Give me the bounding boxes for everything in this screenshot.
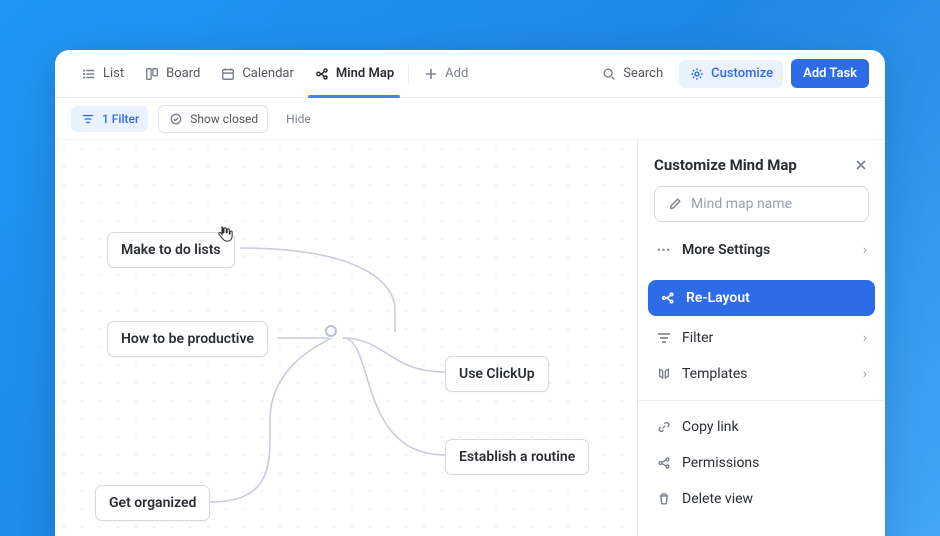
tab-board[interactable]: Board	[134, 50, 210, 97]
chevron-right-icon: ›	[863, 366, 867, 382]
templates-icon	[656, 366, 672, 382]
panel-header: Customize Mind Map	[638, 140, 885, 186]
trash-icon	[656, 491, 672, 507]
pencil-icon	[667, 196, 683, 212]
mindmap-name-input[interactable]	[691, 196, 869, 212]
chevron-right-icon: ›	[863, 330, 867, 346]
action-copy-link-label: Copy link	[682, 419, 739, 435]
action-relayout-label: Re-Layout	[686, 290, 750, 306]
mindmap-icon	[314, 66, 330, 82]
search-button[interactable]: Search	[593, 60, 671, 88]
add-task-button[interactable]: Add Task	[791, 59, 869, 88]
tab-add-view[interactable]: Add	[413, 50, 478, 97]
app-window: List Board Calendar Mind Map Add	[55, 50, 885, 536]
search-icon	[601, 66, 617, 82]
chevron-right-icon: ›	[863, 242, 867, 258]
tab-calendar-label: Calendar	[242, 66, 294, 81]
filter-lines-icon	[656, 330, 672, 346]
tab-list[interactable]: List	[71, 50, 134, 97]
relayout-icon	[660, 290, 676, 306]
more-icon: ⋯	[656, 242, 672, 258]
share-icon	[656, 455, 672, 471]
tab-divider	[408, 65, 409, 83]
main-area: Make to do lists How to be productive Get …	[55, 140, 885, 536]
tab-list-label: List	[103, 66, 124, 81]
link-icon	[656, 419, 672, 435]
customize-button[interactable]: Customize	[679, 60, 783, 88]
gear-icon	[689, 66, 705, 82]
tab-add-label: Add	[445, 66, 468, 81]
tab-calendar[interactable]: Calendar	[210, 50, 304, 97]
panel-close-button[interactable]	[853, 157, 869, 173]
action-templates-label: Templates	[682, 366, 748, 382]
calendar-icon	[220, 66, 236, 82]
mindmap-node-howto[interactable]: How to be productive	[107, 321, 268, 357]
check-circle-icon	[168, 111, 184, 127]
tab-mindmap[interactable]: Mind Map	[304, 50, 404, 97]
action-templates[interactable]: Templates ›	[638, 356, 885, 392]
add-task-label: Add Task	[803, 66, 857, 81]
hub-node-icon[interactable]	[325, 325, 337, 337]
action-delete-view-label: Delete view	[682, 491, 753, 507]
board-icon	[144, 66, 160, 82]
more-settings-label: More Settings	[682, 242, 770, 258]
show-closed-chip[interactable]: Show closed	[158, 105, 268, 133]
mindmap-canvas[interactable]: Make to do lists How to be productive Get …	[55, 140, 637, 536]
search-label: Search	[623, 66, 663, 81]
action-filter[interactable]: Filter ›	[638, 320, 885, 356]
action-copy-link[interactable]: Copy link	[638, 409, 885, 445]
filter-bar: 1 Filter Show closed Hide	[55, 98, 885, 140]
action-relayout[interactable]: Re-Layout	[648, 280, 875, 316]
customize-panel: Customize Mind Map ⋯ More Settings ›	[637, 140, 885, 536]
customize-label: Customize	[711, 66, 773, 81]
more-settings-row[interactable]: ⋯ More Settings ›	[638, 232, 885, 268]
view-tabs-bar: List Board Calendar Mind Map Add	[55, 50, 885, 98]
panel-title: Customize Mind Map	[654, 156, 797, 174]
mindmap-node-useclk[interactable]: Use ClickUp	[445, 356, 549, 392]
filter-count-chip[interactable]: 1 Filter	[71, 106, 148, 132]
plus-icon	[423, 66, 439, 82]
action-delete-view[interactable]: Delete view	[638, 481, 885, 517]
mindmap-node-routine[interactable]: Establish a routine	[445, 439, 589, 475]
action-permissions-label: Permissions	[682, 455, 759, 471]
tab-mindmap-label: Mind Map	[336, 66, 394, 81]
mindmap-node-make[interactable]: Make to do lists	[107, 232, 235, 268]
name-input-wrap[interactable]	[654, 186, 869, 222]
header-right-actions: Search Customize Add Task	[593, 59, 869, 88]
filter-icon	[80, 111, 96, 127]
close-icon	[855, 159, 867, 171]
list-icon	[81, 66, 97, 82]
mindmap-node-getorg[interactable]: Get organized	[95, 485, 210, 521]
action-filter-label: Filter	[682, 330, 713, 346]
show-closed-label: Show closed	[190, 112, 258, 126]
hide-label: Hide	[286, 112, 311, 126]
filter-count-label: 1 Filter	[102, 112, 139, 126]
tab-board-label: Board	[166, 66, 200, 81]
panel-divider	[638, 400, 885, 401]
hide-button[interactable]: Hide	[278, 107, 319, 131]
action-permissions[interactable]: Permissions	[638, 445, 885, 481]
